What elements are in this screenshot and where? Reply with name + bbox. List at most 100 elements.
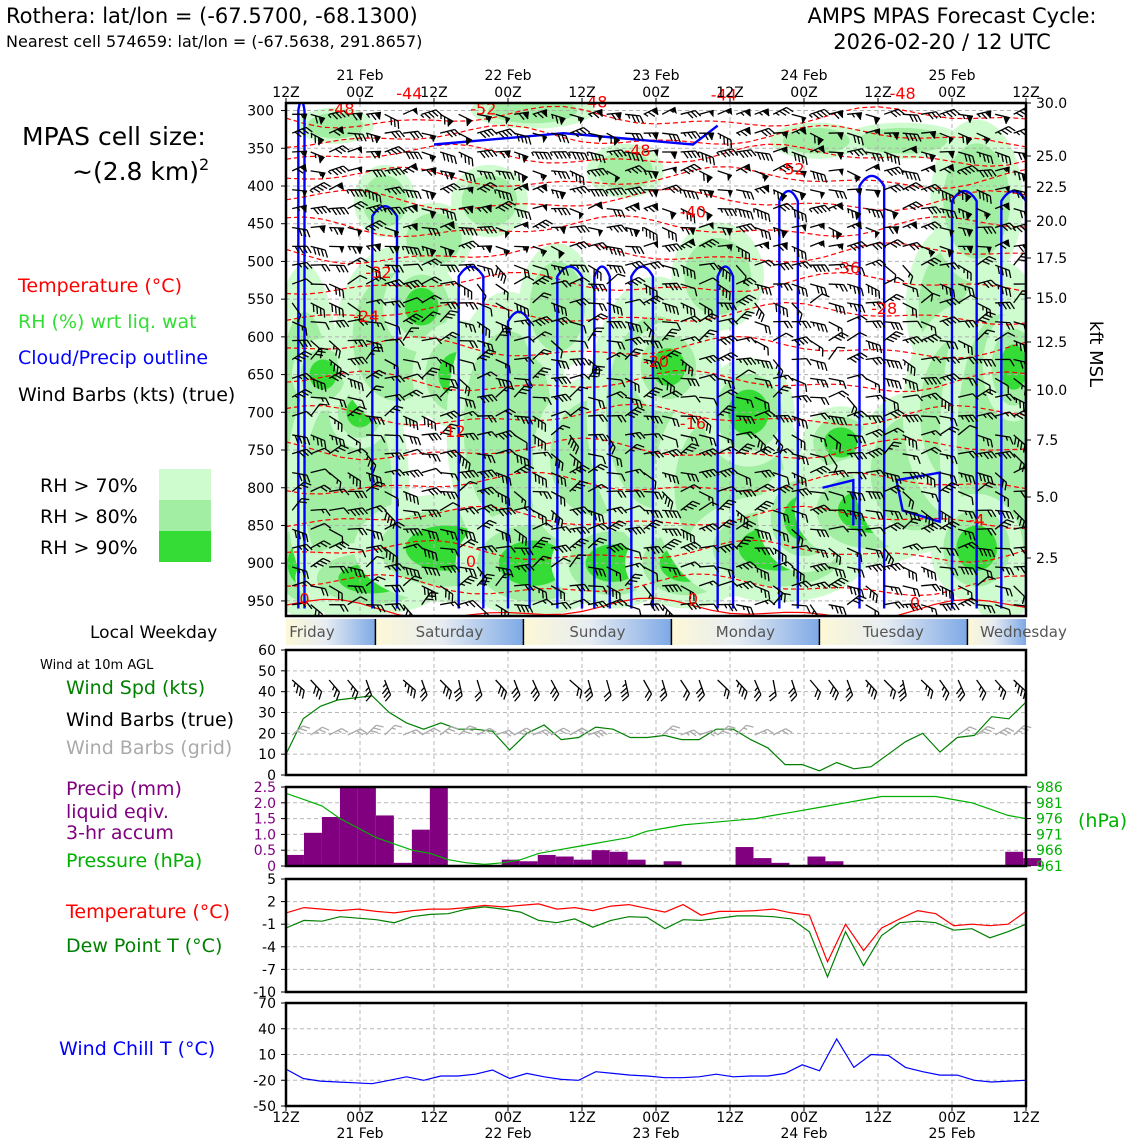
temp-contour (286, 214, 1026, 238)
barb-full (343, 400, 347, 409)
wind-barb (291, 497, 310, 511)
barb-full (301, 128, 309, 135)
barb-half (349, 413, 355, 417)
barb-flag (301, 164, 307, 172)
wind-barb (366, 169, 387, 178)
barb-full (336, 128, 345, 135)
wind-barb (364, 220, 387, 231)
barb-full (339, 604, 345, 612)
barb-shaft (310, 447, 325, 455)
temp-contour (286, 505, 1026, 530)
wind-barb (328, 472, 342, 490)
wind-barb (310, 508, 331, 517)
wind-barb (347, 200, 368, 210)
wind-barb (347, 274, 368, 285)
barb-full (368, 190, 371, 199)
legend-rh90-label: RH > 90% (40, 537, 138, 559)
wind-barb (347, 318, 369, 326)
cell-size-base: ~(2.8 km) (72, 157, 199, 186)
wind-barb (291, 388, 313, 399)
barb-full (316, 562, 324, 567)
barb-full (298, 531, 301, 540)
barb-full (319, 183, 328, 190)
barb-half (327, 114, 332, 119)
barb-full (301, 352, 309, 358)
barb-full (357, 202, 365, 208)
barb-full (368, 207, 376, 214)
barb-full (362, 527, 368, 536)
barb-half (355, 440, 358, 446)
barb-full (335, 112, 342, 119)
barb-full (306, 437, 311, 446)
barb-full (321, 264, 327, 272)
wind-barb (310, 245, 329, 258)
barb-full (379, 195, 382, 204)
barb-full (375, 221, 383, 228)
barb-shaft (310, 321, 326, 324)
cell-size-value: ~(2.8 km)2 (72, 155, 209, 186)
wind-barb (328, 434, 346, 448)
barb-shaft (588, 585, 604, 588)
cloud-edge (778, 189, 800, 609)
barb-shaft (310, 522, 325, 530)
wind-barb (291, 321, 308, 336)
barb-full (354, 358, 361, 365)
barb-full (305, 278, 313, 285)
barb-full (342, 290, 345, 299)
barb-full (354, 189, 360, 197)
barb-full (321, 206, 328, 214)
barb-full (380, 169, 387, 177)
barb-shaft (310, 225, 326, 229)
barb-full (317, 137, 320, 146)
barb-shaft (291, 580, 307, 587)
temp-contour (286, 105, 1026, 129)
wind-barb (327, 207, 350, 216)
wind-barb (291, 126, 313, 138)
wind-barb (292, 150, 308, 159)
barb-full (333, 227, 339, 235)
barb-full (302, 229, 307, 237)
barb-full (305, 126, 313, 133)
wind-barb (347, 146, 363, 154)
wind-barb (310, 263, 331, 272)
barb-full (324, 522, 332, 529)
barb-half (329, 227, 333, 232)
wind-barb (291, 350, 313, 362)
barb-full (306, 474, 311, 483)
wind-barb (329, 507, 350, 515)
wind-barb (292, 602, 313, 610)
wind-barb (292, 226, 311, 238)
barb-full (316, 306, 319, 314)
wind-barb (366, 111, 382, 121)
barb-full (323, 484, 332, 491)
barb-full (312, 187, 321, 193)
legend-temperature: Temperature (°C) (17, 275, 182, 297)
barb-full (358, 490, 364, 499)
wind-barb (347, 448, 369, 455)
barb-half (300, 113, 304, 119)
barb-full (358, 339, 364, 348)
barb-full (343, 207, 350, 215)
barb-half (314, 153, 317, 159)
barb-full (337, 446, 346, 452)
barb-full (316, 247, 321, 256)
barb-full (352, 246, 357, 254)
wind-barb (328, 302, 345, 318)
rh-shading (286, 103, 1026, 616)
barb-half (309, 189, 314, 194)
wind-barb (329, 226, 345, 236)
barb-full (306, 245, 312, 254)
legend-cloud: Cloud/Precip outline (18, 347, 208, 369)
barb-full (356, 113, 362, 121)
barb-flag (357, 246, 363, 254)
wind-barb (366, 299, 387, 306)
barb-full (339, 399, 343, 408)
legend-rh: RH (%) wrt liq. wat (18, 311, 197, 333)
barb-full (337, 227, 343, 236)
barb-full (378, 276, 387, 282)
barb-full (319, 542, 328, 548)
barb-full (325, 264, 331, 272)
wind-barb (291, 566, 310, 580)
barb-full (370, 151, 377, 159)
barb-shaft (347, 274, 361, 285)
